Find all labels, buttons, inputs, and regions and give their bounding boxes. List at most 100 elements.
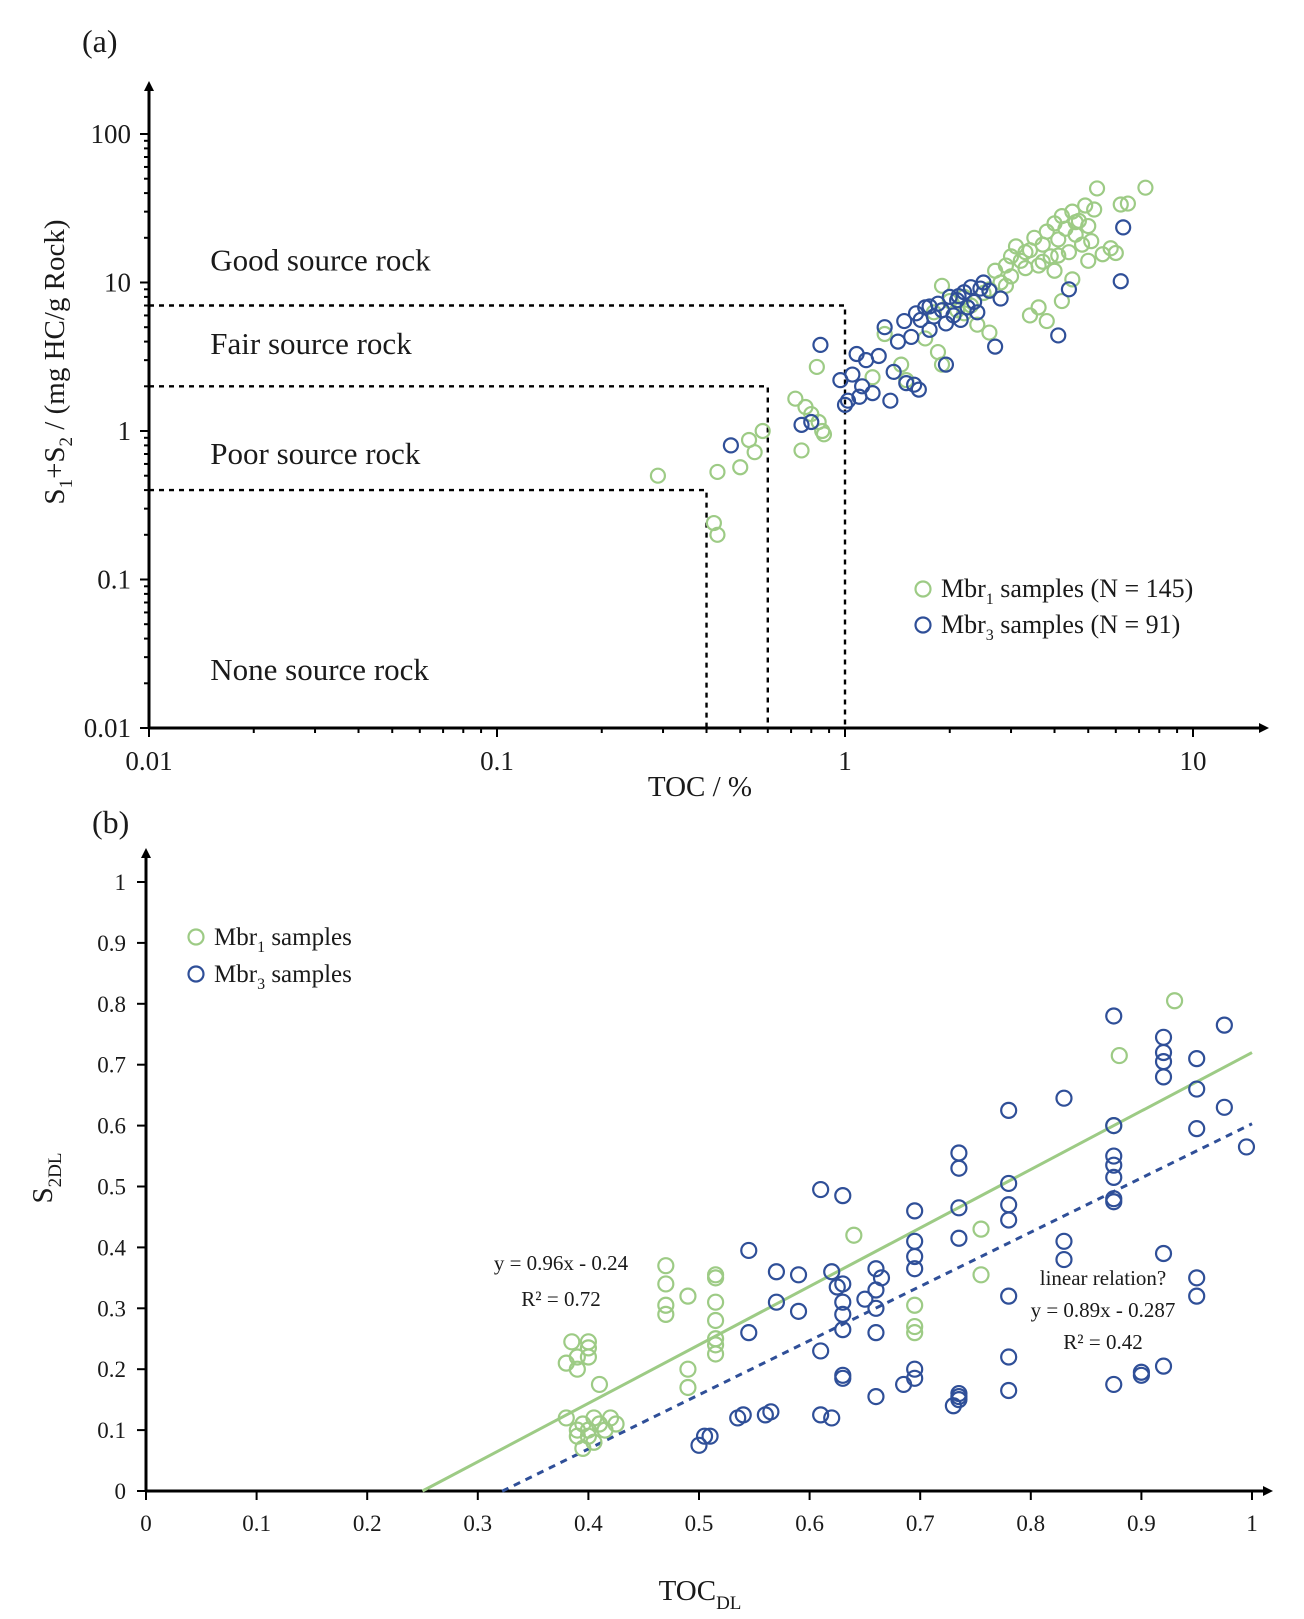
mbr3-point: [1105, 1116, 1123, 1135]
mbr1-point: [568, 1427, 586, 1445]
mbr3-point: [823, 1263, 841, 1281]
mbr3-point: [944, 1397, 962, 1415]
mbr3-legend-label: Mbr3 samples: [214, 961, 352, 993]
mbr1-point: [1030, 299, 1047, 316]
mbr3-point: [812, 336, 829, 354]
mbr1-point: [972, 1266, 990, 1284]
mbr3-point: [762, 1403, 780, 1421]
data-points-b: [557, 992, 1256, 1457]
y-tick-label: 10: [104, 268, 131, 298]
mbr3-point: [722, 437, 739, 454]
mbr3-point: [906, 1360, 924, 1378]
y-axis-label-a: S1+S2 / (mg HC/g Rock): [39, 219, 77, 504]
zone-label: None source rock: [210, 652, 429, 687]
mbr3-point: [950, 287, 967, 305]
mbr3-point: [906, 1260, 924, 1278]
mbr1-point: [601, 1409, 620, 1427]
mbr1-point: [906, 1324, 924, 1342]
mbr3-point: [740, 1241, 758, 1260]
mbr1-point: [579, 1339, 598, 1357]
mbr1-point: [1102, 240, 1119, 257]
mbr1-point: [1080, 252, 1097, 269]
mbr3-point: [870, 347, 887, 365]
mbr3-point: [834, 1187, 852, 1205]
mbr3-point: [701, 1427, 719, 1445]
mbr3-point: [921, 321, 938, 338]
x-tick-label: 1: [1246, 1511, 1258, 1536]
mbr3-point: [972, 280, 989, 297]
mbr3-point: [1000, 1196, 1018, 1214]
mbr3-point: [867, 1388, 885, 1406]
mbr1-point: [649, 467, 667, 484]
mbr1-point: [793, 442, 810, 459]
mbr1-point: [1021, 307, 1039, 324]
x-tick-label: 1: [838, 746, 852, 776]
mbr3-point: [1215, 1098, 1233, 1116]
y-axis-label-b: S2DL: [27, 1153, 66, 1204]
mbr3-point: [876, 319, 893, 336]
mbr1-point: [706, 1311, 725, 1330]
x-tick-label: 0.01: [125, 746, 172, 776]
mbr3-point: [812, 1342, 830, 1360]
mbr1-point: [917, 330, 934, 347]
mbr1-point: [607, 1415, 625, 1433]
mbr3-point: [1000, 1381, 1018, 1400]
mbr3-point: [823, 1409, 841, 1427]
y-tick-label: 0.5: [97, 1175, 126, 1200]
mbr3-point: [1132, 1366, 1151, 1384]
mbr3-point: [992, 290, 1009, 307]
tick-marks-b: 0 0.1 0.2 0.3 0.4 0.5 0.6 0.7 0.8 0.9 1 0 0.1 0.2 0.3 0…: [97, 870, 1258, 1536]
mbr3-point: [1115, 219, 1132, 236]
mbr3-point: [885, 363, 902, 381]
mbr3-trendline: [501, 1122, 1253, 1493]
mbr3-point: [856, 1290, 874, 1308]
y-tick-label: 0.9: [97, 931, 126, 956]
mbr3-point: [1105, 1007, 1123, 1025]
mbr3-point: [896, 312, 913, 330]
mbr3-point: [969, 304, 986, 321]
mbr3-point: [987, 338, 1004, 355]
mbr1-equation: y = 0.96x - 0.24: [494, 1251, 629, 1275]
mbr3-point: [867, 1324, 885, 1342]
mbr1-point: [1083, 233, 1100, 250]
x-tick-label: 0.4: [574, 1511, 603, 1536]
legend-a: Mbr1 samples (N = 145)Mbr3 samples (N = …: [914, 574, 1193, 644]
mbr1-point: [906, 1317, 924, 1336]
x-axis-label-b: TOCDL: [659, 1575, 742, 1614]
zone-labels: Good source rock Fair source rock Poor sou…: [210, 243, 431, 687]
mbr1-point: [1030, 257, 1047, 274]
mbr1-point: [972, 1220, 990, 1238]
mbr3-point: [1055, 1089, 1073, 1107]
mbr3-point: [1000, 1174, 1018, 1193]
mbr3-note: linear relation?: [1040, 1266, 1167, 1290]
y-tick-label: 0: [115, 1479, 127, 1504]
y-tick-label: 1: [115, 870, 127, 895]
x-tick-label: 0.1: [242, 1511, 271, 1536]
source-rock-boundary: [149, 304, 847, 728]
mbr1-point: [679, 1287, 697, 1305]
panel-a: (a) Good source rock Fair source rock Poor…: [39, 23, 1269, 803]
mbr3-point: [937, 356, 955, 373]
mbr3-point: [1154, 1028, 1173, 1046]
mbr3-point: [734, 1406, 752, 1424]
y-tick-label: 0.1: [97, 565, 131, 595]
mbr3-point: [889, 333, 907, 350]
mbr1-point: [1038, 312, 1055, 330]
mbr3-point: [834, 1293, 852, 1311]
zone-label: Poor source rock: [210, 436, 421, 471]
mbr3-point: [1188, 1287, 1206, 1305]
mbr3-point: [690, 1436, 708, 1454]
mbr3-point: [1000, 1287, 1018, 1305]
mbr3-point: [910, 381, 927, 398]
mbr3-point: [950, 1229, 968, 1247]
mbr1-point: [1050, 247, 1067, 264]
y-tick-label: 0.4: [97, 1235, 126, 1260]
x-tick-label: 0.5: [685, 1511, 714, 1536]
mbr1-point: [808, 358, 825, 376]
mbr3-point: [695, 1427, 714, 1445]
mbr3-point: [767, 1293, 786, 1311]
mbr1-point: [657, 1305, 675, 1323]
y-tick-label: 0.2: [97, 1357, 126, 1382]
zone-label: Good source rock: [210, 243, 431, 278]
